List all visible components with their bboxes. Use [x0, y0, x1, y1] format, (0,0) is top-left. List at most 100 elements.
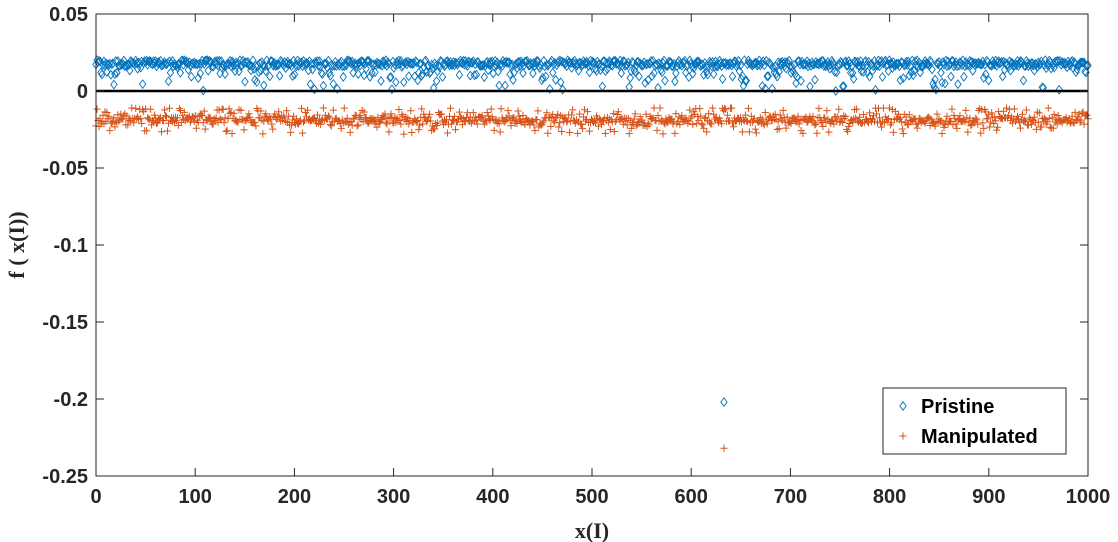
- manipulated-point: [354, 121, 362, 129]
- manipulated-point: [931, 122, 939, 130]
- pristine-point: [624, 57, 632, 68]
- manipulated-point: [283, 107, 291, 115]
- manipulated-point: [583, 108, 592, 116]
- manipulated-point: [397, 120, 405, 128]
- pristine-point: [400, 77, 408, 88]
- manipulated-point: [130, 119, 138, 127]
- pristine-point: [741, 75, 750, 86]
- pristine-point: [525, 60, 533, 71]
- manipulated-point: [1030, 113, 1038, 121]
- manipulated-point: [899, 130, 907, 138]
- pristine-point: [698, 59, 706, 70]
- pristine-point: [984, 75, 993, 86]
- manipulated-point: [905, 111, 913, 119]
- manipulated-point: [243, 114, 251, 123]
- manipulated-point: [956, 112, 964, 120]
- pristine-point: [745, 58, 754, 68]
- pristine-point: [194, 73, 202, 84]
- manipulated-point: [828, 116, 836, 124]
- manipulated-point: [973, 116, 981, 124]
- manipulated-point: [591, 119, 600, 127]
- pristine-point: [899, 73, 908, 84]
- manipulated-point: [161, 111, 170, 120]
- x-tick-label: 800: [873, 486, 906, 508]
- manipulated-point: [513, 119, 521, 128]
- pristine-point: [1053, 55, 1061, 66]
- pristine-point: [171, 60, 180, 71]
- manipulated-point: [943, 112, 951, 120]
- manipulated-point: [227, 108, 235, 116]
- manipulated-point: [1071, 108, 1079, 117]
- manipulated-point: [653, 126, 661, 134]
- manipulated-point: [953, 124, 961, 132]
- manipulated-point: [1014, 115, 1023, 123]
- pristine-point: [415, 67, 423, 78]
- pristine-point: [561, 58, 570, 69]
- manipulated-point: [951, 115, 959, 123]
- pristine-point: [639, 60, 647, 71]
- manipulated-point: [382, 119, 390, 127]
- manipulated-point: [1075, 110, 1083, 118]
- pristine-point: [615, 60, 624, 71]
- pristine-point: [888, 63, 897, 74]
- manipulated-point: [419, 120, 427, 128]
- pristine-point: [585, 67, 594, 78]
- manipulated-point: [1050, 110, 1058, 118]
- manipulated-point: [252, 122, 260, 130]
- pristine-point: [684, 59, 692, 70]
- manipulated-point: [594, 122, 603, 130]
- manipulated-point: [752, 129, 760, 137]
- manipulated-point: [269, 125, 277, 133]
- manipulated-point: [143, 127, 151, 135]
- manipulated-point: [105, 112, 113, 120]
- manipulated-point: [1032, 125, 1040, 134]
- manipulated-point: [427, 117, 435, 125]
- pristine-point: [275, 70, 284, 81]
- pristine-point: [824, 57, 832, 68]
- pristine-point: [465, 57, 474, 68]
- manipulated-point: [941, 121, 949, 129]
- manipulated-point: [188, 113, 196, 121]
- pristine-point: [448, 59, 457, 70]
- pristine-point: [978, 59, 986, 70]
- pristine-point: [982, 69, 990, 80]
- manipulated-point: [663, 119, 671, 127]
- manipulated-point: [566, 128, 574, 137]
- manipulated-point: [175, 105, 184, 113]
- pristine-point: [846, 67, 855, 78]
- manipulated-point: [952, 120, 960, 128]
- manipulated-point: [362, 113, 370, 122]
- manipulated-point: [237, 106, 245, 114]
- pristine-point: [106, 58, 114, 69]
- manipulated-point: [699, 121, 707, 129]
- pristine-point: [617, 68, 626, 79]
- pristine-point: [387, 72, 395, 82]
- manipulated-point: [610, 127, 618, 136]
- manipulated-point: [671, 129, 679, 138]
- manipulated-point: [155, 115, 164, 123]
- pristine-point: [355, 57, 363, 68]
- manipulated-point: [271, 110, 279, 118]
- pristine-point: [878, 72, 887, 82]
- pristine-point: [249, 55, 257, 66]
- manipulated-point: [259, 130, 267, 138]
- manipulated-point: [103, 108, 111, 117]
- pristine-point: [857, 66, 866, 77]
- pristine-point: [693, 57, 701, 67]
- manipulated-point: [159, 117, 168, 125]
- pristine-point: [304, 65, 313, 76]
- manipulated-point: [405, 120, 413, 128]
- pristine-point: [902, 56, 910, 67]
- pristine-point: [166, 67, 175, 78]
- manipulated-point: [497, 105, 505, 113]
- pristine-point: [763, 71, 771, 82]
- pristine-point: [1078, 57, 1086, 68]
- pristine-point: [590, 58, 599, 69]
- manipulated-point: [554, 110, 562, 118]
- manipulated-point: [898, 125, 906, 133]
- pristine-point: [164, 76, 173, 87]
- manipulated-point: [487, 105, 495, 113]
- manipulated-point: [780, 114, 788, 122]
- pristine-point: [308, 64, 317, 75]
- manipulated-point: [581, 117, 590, 125]
